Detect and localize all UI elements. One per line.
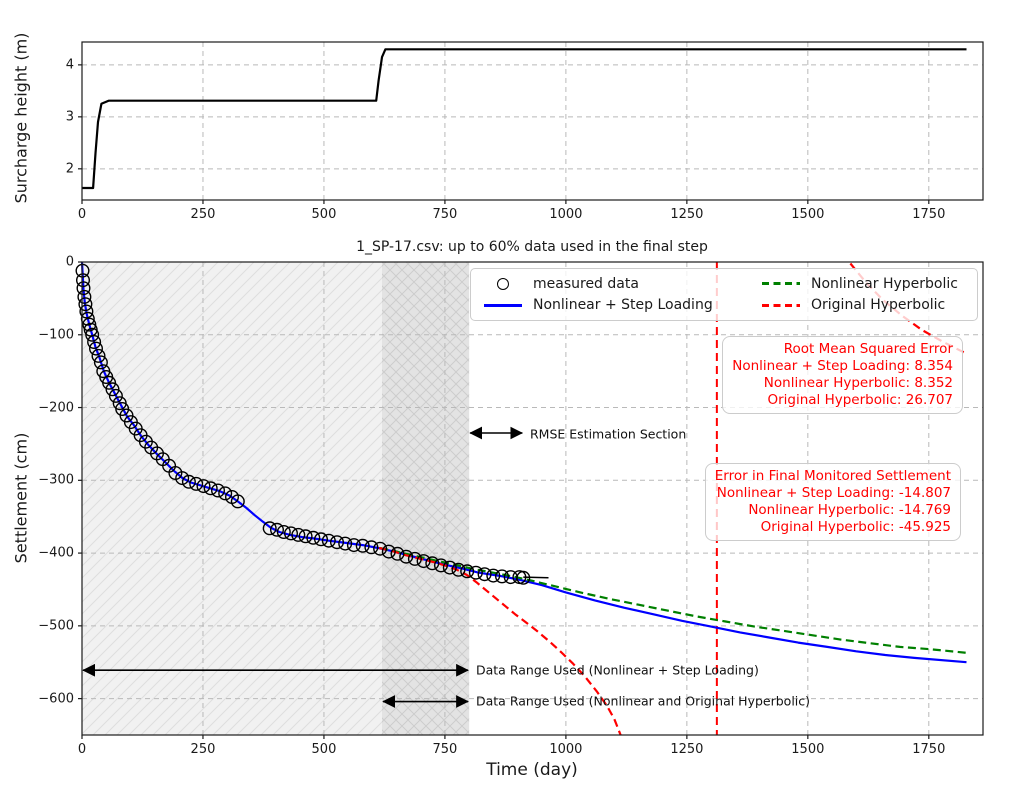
tick-label: 1000	[549, 207, 583, 222]
tick-label: 250	[190, 207, 216, 222]
legend-item-step-loading: Nonlinear + Step Loading	[483, 295, 761, 316]
rmse-line-title: Root Mean Squared Error	[783, 341, 953, 357]
tick-label: 1500	[791, 207, 825, 222]
final-settlement-error-annotation-box: Error in Final Monitored Settlement Nonl…	[704, 463, 961, 541]
tick-label: 0	[77, 742, 87, 757]
tick-label: −400	[38, 545, 74, 561]
surcharge-height-line	[82, 48, 967, 190]
error-line-step-loading: Nonlinear + Step Loading: -14.807	[716, 485, 951, 501]
legend-column-2: Nonlinear Hyperbolic Original Hyperbolic	[761, 273, 967, 316]
range-hyperbolic-label: Data Range Used (Nonlinear and Original …	[476, 693, 811, 709]
rmse-line-step-loading: Nonlinear + Step Loading: 8.354	[732, 358, 953, 374]
legend-label: Original Hyperbolic	[811, 297, 946, 314]
tick-label: 0	[77, 207, 87, 222]
dashed-line-marker-icon	[761, 303, 801, 307]
data-range-step-loading	[82, 262, 470, 735]
axes-frame	[81, 41, 984, 201]
rmse-line-original-hyperbolic: Original Hyperbolic: 26.707	[767, 392, 953, 408]
legend: measured data Nonlinear + Step Loading N…	[470, 268, 978, 321]
legend-label: Nonlinear + Step Loading	[533, 297, 713, 314]
tick-label: 250	[190, 742, 216, 757]
rmse-line-nonlinear-hyperbolic: Nonlinear Hyperbolic: 8.352	[763, 375, 953, 391]
error-line-original-hyperbolic: Original Hyperbolic: -45.925	[760, 519, 951, 535]
tick-label: 2	[65, 161, 74, 177]
subplot-surcharge	[78, 41, 984, 204]
tick-label: −200	[38, 400, 74, 416]
nonlinear-hyperbolic-curve	[379, 546, 967, 654]
tick-label: −300	[38, 472, 74, 488]
data-range-hyperbolic	[382, 262, 470, 735]
x-axis-label: Time (day)	[486, 760, 578, 780]
tick-label: −100	[38, 327, 74, 343]
rmse-annotation-box: Root Mean Squared Error Nonlinear + Step…	[722, 336, 963, 414]
bottom-y-axis-label: Settlement (cm)	[11, 432, 31, 564]
legend-item-measured-data: measured data	[483, 273, 761, 294]
solid-line-marker-icon	[483, 303, 523, 307]
top-y-axis-label: Surcharge height (m)	[11, 32, 31, 204]
tick-label: −600	[38, 691, 74, 707]
tick-label: 1250	[670, 207, 704, 222]
tick-label: 0	[65, 254, 74, 270]
range-step-loading-label: Data Range Used (Nonlinear + Step Loadin…	[476, 662, 759, 678]
tick-label: 3	[65, 109, 74, 125]
tick-label: −500	[38, 618, 74, 634]
tick-label: 750	[432, 742, 458, 757]
tick-label: 1250	[670, 742, 704, 757]
measured-data-points	[75, 263, 531, 585]
legend-item-original-hyperbolic: Original Hyperbolic	[761, 295, 967, 316]
rmse-section-label: RMSE Estimation Section	[530, 426, 687, 442]
measured-data-marker-icon	[483, 277, 523, 290]
tick-label: 1500	[791, 742, 825, 757]
legend-column-1: measured data Nonlinear + Step Loading	[483, 273, 761, 316]
measured-data-tail-line	[523, 576, 549, 579]
error-line-title: Error in Final Monitored Settlement	[714, 468, 951, 484]
tick-label: 1750	[912, 742, 946, 757]
tick-label: 1000	[549, 742, 583, 757]
legend-item-nonlinear-hyperbolic: Nonlinear Hyperbolic	[761, 273, 967, 294]
tick-label: 1750	[912, 207, 946, 222]
tick-label: 500	[311, 742, 337, 757]
tick-marks	[78, 64, 930, 204]
gridlines	[81, 42, 983, 200]
tick-label: 4	[65, 57, 74, 73]
tick-label: 500	[311, 207, 337, 222]
chart-title: 1_SP-17.csv: up to 60% data used in the …	[356, 239, 708, 255]
error-line-nonlinear-hyperbolic: Nonlinear Hyperbolic: -14.769	[748, 502, 951, 518]
tick-label: 750	[432, 207, 458, 222]
legend-label: measured data	[533, 275, 639, 292]
dashed-line-marker-icon	[761, 282, 801, 286]
legend-label: Nonlinear Hyperbolic	[811, 275, 958, 292]
